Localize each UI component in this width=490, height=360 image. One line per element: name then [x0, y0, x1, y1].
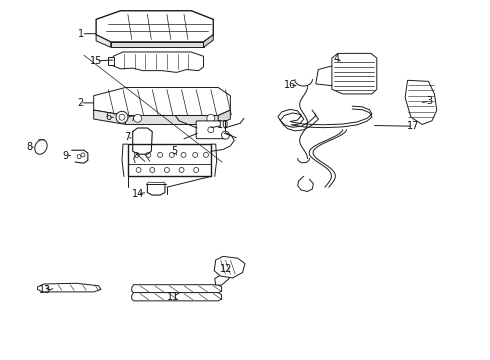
Text: 16: 16	[284, 80, 296, 90]
Text: 9: 9	[63, 150, 69, 161]
Circle shape	[208, 127, 214, 133]
Text: 3: 3	[426, 96, 433, 106]
Bar	[128, 144, 211, 176]
Text: 13: 13	[39, 285, 51, 296]
Polygon shape	[96, 11, 213, 42]
Circle shape	[203, 152, 208, 157]
Circle shape	[134, 114, 142, 122]
Text: 11: 11	[167, 292, 179, 302]
Polygon shape	[218, 110, 230, 125]
Polygon shape	[94, 110, 125, 125]
Polygon shape	[405, 80, 437, 125]
Circle shape	[136, 167, 141, 172]
Circle shape	[207, 114, 215, 122]
Polygon shape	[132, 285, 221, 293]
Text: 7: 7	[124, 132, 130, 142]
Text: 2: 2	[77, 98, 84, 108]
Circle shape	[134, 152, 139, 157]
Text: 6: 6	[105, 112, 111, 122]
Polygon shape	[96, 35, 111, 47]
Circle shape	[181, 152, 186, 157]
Polygon shape	[132, 293, 221, 301]
Circle shape	[193, 152, 197, 157]
Circle shape	[194, 167, 198, 172]
Text: 4: 4	[334, 54, 340, 64]
Text: 8: 8	[26, 142, 32, 152]
Text: 5: 5	[171, 146, 177, 156]
Circle shape	[116, 111, 128, 123]
Circle shape	[150, 167, 155, 172]
Circle shape	[146, 152, 151, 157]
Polygon shape	[35, 140, 47, 154]
Text: 15: 15	[90, 56, 102, 66]
Circle shape	[158, 152, 163, 157]
Polygon shape	[113, 52, 203, 72]
Polygon shape	[203, 35, 213, 47]
Text: 1: 1	[78, 29, 85, 39]
Circle shape	[81, 153, 85, 157]
Circle shape	[179, 167, 184, 172]
Circle shape	[119, 114, 125, 120]
Text: 10: 10	[217, 121, 229, 130]
Text: 17: 17	[407, 121, 419, 131]
Text: 12: 12	[220, 264, 233, 274]
Polygon shape	[38, 283, 101, 292]
Polygon shape	[215, 274, 230, 285]
Polygon shape	[332, 53, 377, 94]
Circle shape	[165, 167, 170, 172]
Circle shape	[169, 152, 174, 157]
Polygon shape	[94, 87, 230, 116]
FancyBboxPatch shape	[196, 121, 225, 139]
Text: 14: 14	[131, 189, 144, 199]
Polygon shape	[108, 57, 114, 64]
Polygon shape	[214, 256, 245, 278]
Circle shape	[77, 155, 81, 159]
Polygon shape	[125, 116, 218, 125]
Polygon shape	[111, 42, 203, 47]
Circle shape	[221, 131, 229, 139]
